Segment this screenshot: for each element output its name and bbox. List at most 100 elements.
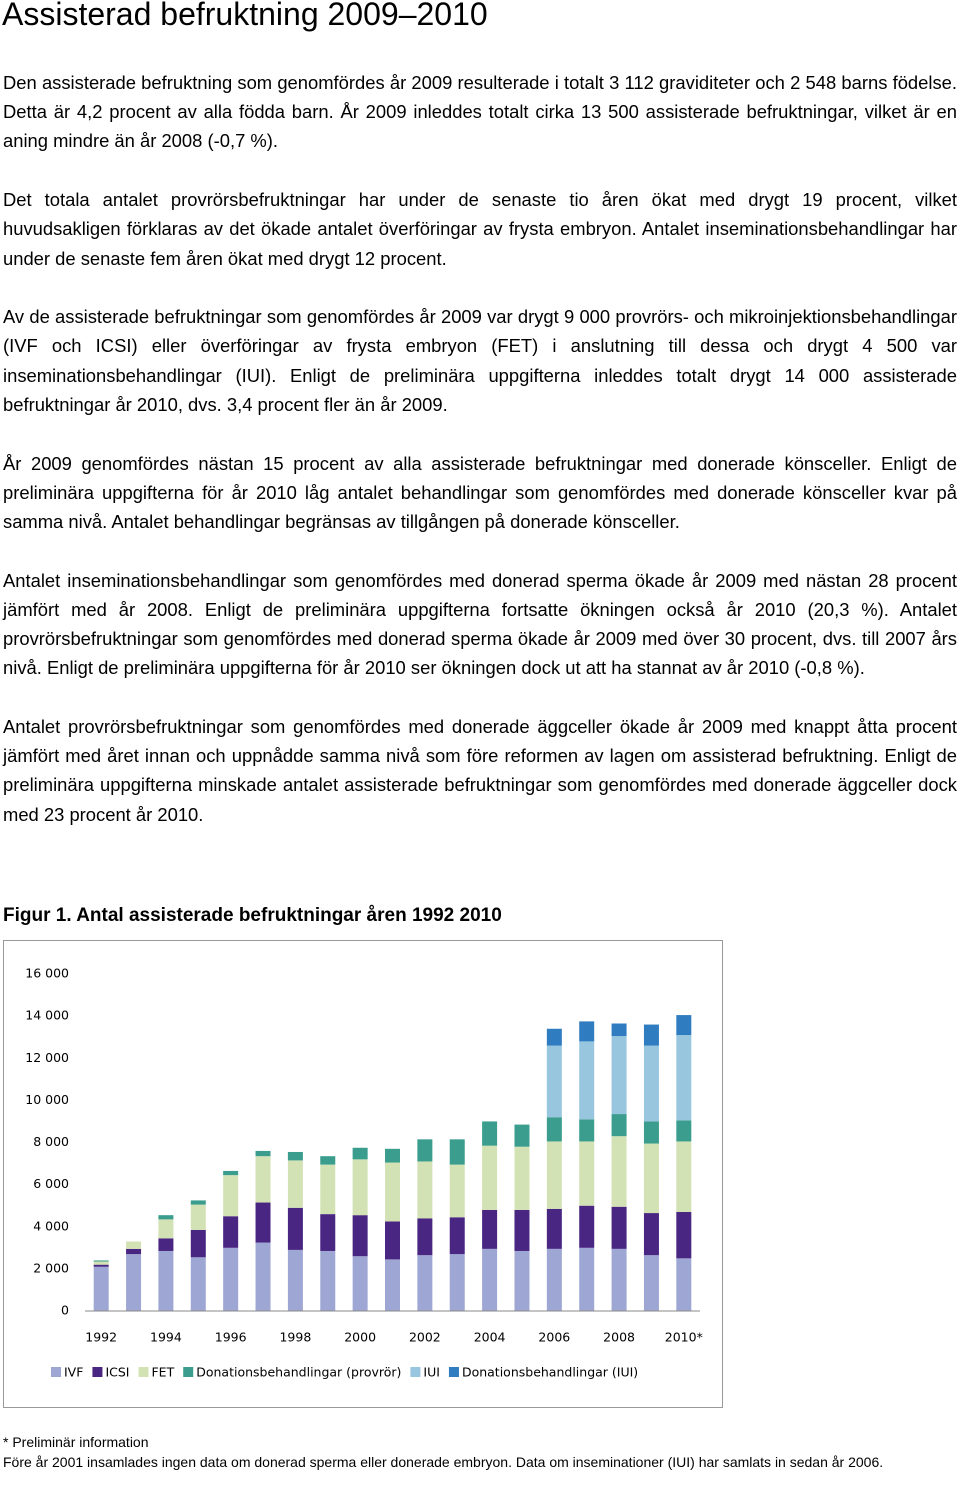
bar-segment xyxy=(223,1216,239,1248)
bar-segment xyxy=(417,1255,433,1311)
bar-segment xyxy=(482,1248,498,1311)
bar-segment xyxy=(611,1023,627,1037)
bar-segment xyxy=(611,1036,627,1115)
legend-swatch xyxy=(51,1367,61,1377)
y-tick-label: 4 000 xyxy=(33,1218,69,1233)
y-tick-label: 12 000 xyxy=(25,1050,69,1065)
body-text: Den assisterade befruktning som genomför… xyxy=(3,68,957,858)
bar-segment xyxy=(417,1161,433,1219)
bar-segment xyxy=(287,1160,303,1208)
x-tick-label: 2000 xyxy=(344,1330,376,1345)
paragraph: Antalet provrörsbefruktningar som genomf… xyxy=(3,715,957,825)
bar-segment xyxy=(417,1218,433,1256)
bar-segment xyxy=(579,1247,595,1311)
bar-segment xyxy=(643,1255,659,1311)
bar-segment xyxy=(546,1208,562,1249)
bar-segment xyxy=(352,1147,368,1160)
bar-segment xyxy=(643,1213,659,1256)
legend-label: Donationsbehandlingar (IUI) xyxy=(462,1365,638,1380)
bar-segment xyxy=(223,1175,239,1217)
bar-segment xyxy=(385,1259,400,1311)
bar-segment xyxy=(255,1202,271,1243)
bar-segment xyxy=(352,1256,368,1311)
bar-segment xyxy=(287,1207,303,1250)
bar-segment xyxy=(158,1215,174,1220)
bar-segment xyxy=(126,1254,142,1311)
paragraph: Den assisterade befruktning som genomför… xyxy=(3,72,957,152)
y-tick-label: 14 000 xyxy=(25,1008,69,1023)
paragraph: Det totala antalet provrörsbefruktningar… xyxy=(3,189,957,269)
bar-segment xyxy=(611,1114,627,1137)
figure: 0 2 000 4 000 6 000 8 000 10 000 12 000 14 000 1… xyxy=(3,940,723,1408)
bar-segment xyxy=(579,1141,595,1206)
legend-label: ICSI xyxy=(105,1365,129,1380)
bar-segment xyxy=(514,1146,530,1210)
bar-segment xyxy=(579,1041,595,1120)
bar-segment xyxy=(676,1258,692,1311)
legend-swatch xyxy=(410,1367,421,1377)
footnotes: * Preliminär information Före år 2001 ins… xyxy=(3,1432,958,1472)
x-tick-label: 1994 xyxy=(150,1330,182,1345)
bar-segment xyxy=(255,1156,271,1203)
bar-segment xyxy=(320,1250,336,1311)
bar-segment xyxy=(320,1214,336,1251)
bar-segment xyxy=(287,1151,303,1161)
bar-segment xyxy=(676,1212,692,1259)
bar-segment xyxy=(643,1045,659,1122)
bar-segment xyxy=(643,1121,659,1144)
footnote: Före år 2001 insamlades ingen data om do… xyxy=(3,1454,884,1470)
bar-segment xyxy=(611,1206,627,1249)
title: Assisterad befruktning 2009–2010 xyxy=(2,0,488,32)
bar-segment xyxy=(385,1148,400,1163)
legend-label: IVF xyxy=(64,1365,83,1380)
x-tick-label: 2008 xyxy=(603,1330,635,1345)
bar-segment xyxy=(352,1159,368,1216)
paragraph: Antalet inseminationsbehandlingar som ge… xyxy=(3,569,957,679)
bar-segment xyxy=(93,1264,109,1267)
legend-swatch xyxy=(92,1367,103,1377)
bar-segment xyxy=(320,1164,336,1215)
chart: 0 2 000 4 000 6 000 8 000 10 000 12 000 14 000 1… xyxy=(25,966,703,1380)
y-tick-label: 6 000 xyxy=(33,1176,69,1191)
legend-label: FET xyxy=(151,1365,174,1380)
bar-segment xyxy=(482,1145,498,1210)
x-tick-label: 2002 xyxy=(409,1330,441,1345)
bar-segment xyxy=(449,1254,465,1311)
x-tick-label: 2006 xyxy=(538,1330,570,1345)
footnote: * Preliminär information xyxy=(3,1434,149,1450)
bar-segment xyxy=(385,1221,400,1260)
bar-segment xyxy=(190,1204,206,1230)
bar-segment xyxy=(611,1248,627,1311)
bar-segment xyxy=(449,1217,465,1255)
bar-segment xyxy=(417,1139,433,1162)
x-tick-label: 1998 xyxy=(279,1330,311,1345)
bar-segment xyxy=(158,1238,174,1251)
bar-segment xyxy=(385,1162,400,1222)
legend-swatch xyxy=(138,1367,149,1377)
bar-segment xyxy=(158,1250,174,1311)
bar-segment xyxy=(320,1156,336,1165)
bar-segment xyxy=(514,1124,530,1147)
bar-segment xyxy=(93,1266,109,1311)
bar-segment xyxy=(482,1209,498,1249)
bar-segment xyxy=(579,1021,595,1042)
y-tick-label: 10 000 xyxy=(25,1092,69,1107)
bar-segment xyxy=(676,1141,692,1213)
legend-label: Donationsbehandlingar (provrör) xyxy=(196,1365,401,1380)
bar-segment xyxy=(93,1260,109,1262)
bar-segment xyxy=(449,1139,465,1165)
bar-segment xyxy=(643,1143,659,1214)
y-tick-label: 2 000 xyxy=(33,1260,69,1275)
legend-label: IUI xyxy=(423,1365,440,1380)
bar-segment xyxy=(93,1261,109,1265)
bar-segment xyxy=(676,1015,692,1036)
bar-segment xyxy=(643,1024,659,1046)
x-tick-label: 1992 xyxy=(85,1330,117,1345)
bar-segment xyxy=(255,1242,271,1311)
bar-segment xyxy=(158,1219,174,1239)
bar-segment xyxy=(579,1205,595,1248)
bar-segment xyxy=(190,1229,206,1258)
bar-segment xyxy=(546,1028,562,1046)
paragraph: Av de assisterade befruktningar som geno… xyxy=(3,306,957,415)
